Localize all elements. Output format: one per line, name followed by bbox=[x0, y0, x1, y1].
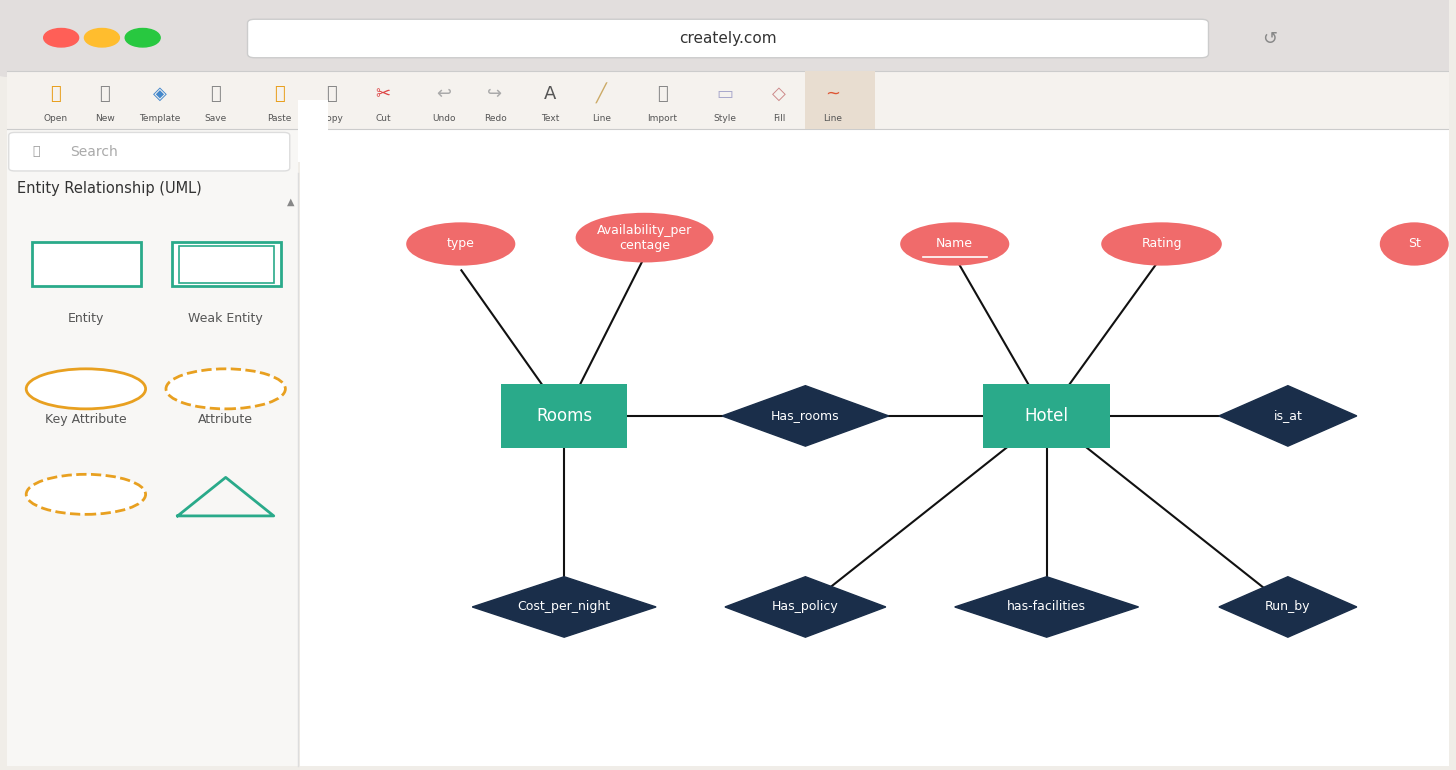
Text: Run_by: Run_by bbox=[1265, 601, 1310, 614]
Circle shape bbox=[44, 28, 79, 47]
Text: is_at: is_at bbox=[1274, 410, 1302, 423]
Ellipse shape bbox=[1380, 223, 1449, 266]
Text: Import: Import bbox=[648, 114, 677, 123]
FancyBboxPatch shape bbox=[0, 0, 1456, 77]
Text: ✂: ✂ bbox=[376, 85, 390, 103]
Text: A: A bbox=[545, 85, 556, 103]
Text: ↩: ↩ bbox=[437, 85, 451, 103]
Text: 📄: 📄 bbox=[99, 85, 111, 103]
Polygon shape bbox=[725, 577, 885, 638]
Polygon shape bbox=[1219, 577, 1357, 638]
Text: Fill: Fill bbox=[773, 114, 785, 123]
Text: Availability_per
centage: Availability_per centage bbox=[597, 223, 692, 252]
Text: Name: Name bbox=[936, 237, 973, 250]
FancyBboxPatch shape bbox=[501, 384, 628, 448]
Text: ↪: ↪ bbox=[488, 85, 502, 103]
Text: ▲: ▲ bbox=[287, 197, 296, 206]
Text: Save: Save bbox=[204, 114, 227, 123]
FancyBboxPatch shape bbox=[7, 71, 1449, 129]
Text: Hotel: Hotel bbox=[1025, 407, 1069, 425]
Text: Weak Entity: Weak Entity bbox=[188, 313, 264, 325]
Text: ~: ~ bbox=[826, 85, 840, 103]
Text: Text: Text bbox=[542, 114, 559, 123]
Text: ▭: ▭ bbox=[716, 85, 734, 103]
Text: Entity Relationship (UML): Entity Relationship (UML) bbox=[17, 181, 202, 196]
Text: Style: Style bbox=[713, 114, 737, 123]
Text: ╱: ╱ bbox=[596, 83, 607, 105]
Text: Entity: Entity bbox=[68, 313, 103, 325]
Text: St: St bbox=[1408, 237, 1421, 250]
FancyBboxPatch shape bbox=[1449, 0, 1456, 766]
Text: Copy: Copy bbox=[320, 114, 344, 123]
Circle shape bbox=[125, 28, 160, 47]
FancyBboxPatch shape bbox=[172, 242, 281, 286]
Text: ◈: ◈ bbox=[153, 85, 167, 103]
Text: New: New bbox=[95, 114, 115, 123]
Ellipse shape bbox=[26, 474, 146, 514]
Text: Attribute: Attribute bbox=[198, 413, 253, 426]
Text: Line: Line bbox=[591, 114, 612, 123]
Text: ↺: ↺ bbox=[1262, 29, 1277, 48]
Text: Template: Template bbox=[140, 114, 181, 123]
Text: 📋: 📋 bbox=[274, 85, 285, 103]
FancyBboxPatch shape bbox=[805, 71, 875, 129]
Polygon shape bbox=[1219, 386, 1357, 446]
Polygon shape bbox=[472, 577, 657, 638]
Text: 🔍: 🔍 bbox=[32, 146, 39, 158]
Text: type: type bbox=[447, 237, 475, 250]
Text: Rating: Rating bbox=[1142, 237, 1182, 250]
FancyBboxPatch shape bbox=[248, 19, 1208, 58]
Text: Paste: Paste bbox=[268, 114, 291, 123]
Polygon shape bbox=[955, 577, 1139, 638]
Text: Has_rooms: Has_rooms bbox=[772, 410, 840, 423]
Text: Search: Search bbox=[70, 145, 118, 159]
FancyBboxPatch shape bbox=[9, 132, 290, 171]
Text: Key Attribute: Key Attribute bbox=[45, 413, 127, 426]
FancyBboxPatch shape bbox=[7, 173, 298, 766]
Ellipse shape bbox=[900, 223, 1009, 266]
Text: ◇: ◇ bbox=[772, 85, 786, 103]
Text: has-facilities: has-facilities bbox=[1008, 601, 1086, 614]
Text: 💾: 💾 bbox=[210, 85, 221, 103]
Text: Rooms: Rooms bbox=[536, 407, 593, 425]
FancyBboxPatch shape bbox=[32, 242, 141, 286]
Text: Has_policy: Has_policy bbox=[772, 601, 839, 614]
Text: Open: Open bbox=[44, 114, 67, 123]
FancyBboxPatch shape bbox=[300, 129, 1449, 766]
FancyBboxPatch shape bbox=[983, 384, 1109, 448]
Text: 📄: 📄 bbox=[326, 85, 338, 103]
Polygon shape bbox=[722, 386, 888, 446]
Text: Line: Line bbox=[823, 114, 843, 123]
Text: 🖼: 🖼 bbox=[657, 85, 668, 103]
Text: Cut: Cut bbox=[376, 114, 390, 123]
Ellipse shape bbox=[26, 369, 146, 409]
FancyBboxPatch shape bbox=[7, 129, 298, 173]
Circle shape bbox=[84, 28, 119, 47]
Text: creately.com: creately.com bbox=[678, 31, 778, 46]
Text: 🗂: 🗂 bbox=[50, 85, 61, 103]
Text: Cost_per_night: Cost_per_night bbox=[517, 601, 610, 614]
Text: Undo: Undo bbox=[432, 114, 456, 123]
FancyBboxPatch shape bbox=[298, 100, 328, 162]
Ellipse shape bbox=[166, 369, 285, 409]
Ellipse shape bbox=[575, 213, 713, 263]
Ellipse shape bbox=[406, 223, 515, 266]
Text: Redo: Redo bbox=[483, 114, 507, 123]
Ellipse shape bbox=[1101, 223, 1222, 266]
FancyBboxPatch shape bbox=[179, 246, 274, 283]
